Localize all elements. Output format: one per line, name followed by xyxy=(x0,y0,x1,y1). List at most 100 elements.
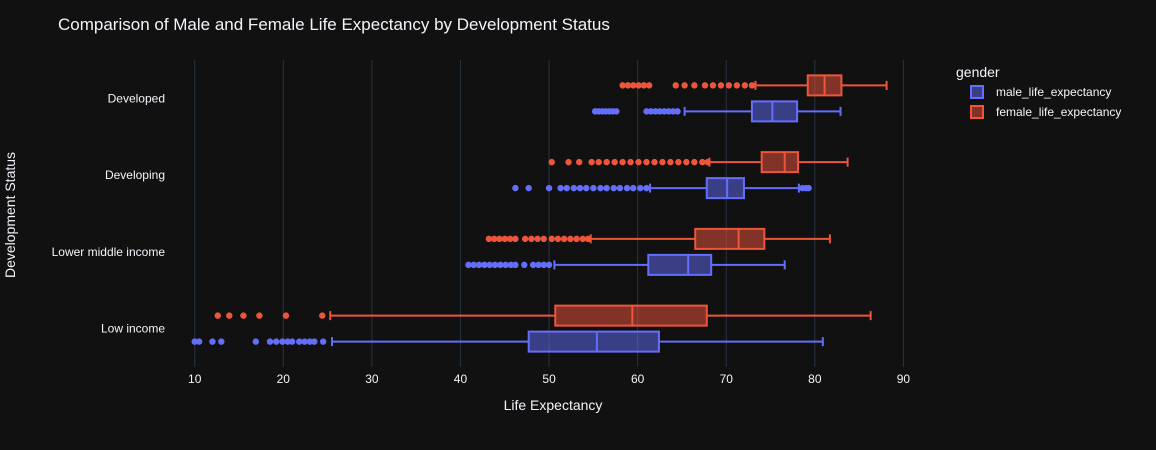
x-tick-label: 20 xyxy=(277,372,291,386)
x-tick-label: 30 xyxy=(365,372,379,386)
outlier-point xyxy=(619,158,626,166)
outlier-point xyxy=(501,235,508,243)
box-male_life_expectancy-lower-middle-income xyxy=(465,253,786,276)
outlier-point xyxy=(540,235,547,243)
outlier-point xyxy=(643,108,650,115)
box-iqr xyxy=(527,330,660,353)
outlier-point xyxy=(683,158,690,166)
outlier-point xyxy=(306,338,314,345)
box-iqr xyxy=(694,227,766,250)
outlier-point xyxy=(214,312,221,319)
legend-swatch xyxy=(970,105,984,119)
y-category-label: Developed xyxy=(108,91,165,105)
outlier-point xyxy=(311,338,318,345)
outlier-point xyxy=(497,261,504,269)
outlier-point xyxy=(502,261,509,269)
box-iqr xyxy=(705,177,745,200)
outlier-point xyxy=(301,338,308,345)
outlier-point xyxy=(643,158,650,166)
outlier-point xyxy=(563,184,570,192)
outlier-point xyxy=(534,235,541,243)
outlier-point xyxy=(209,338,216,345)
outlier-point xyxy=(669,108,677,115)
outlier-point xyxy=(597,184,604,192)
outlier-point xyxy=(218,338,225,345)
outlier-point xyxy=(741,82,749,89)
legend: gender male_life_expectancy female_life_e… xyxy=(956,64,1121,119)
y-category-label: Low income xyxy=(101,322,165,336)
outlier-point xyxy=(656,108,664,115)
outlier-point xyxy=(691,82,698,89)
outlier-point xyxy=(733,82,741,89)
outlier-point xyxy=(535,261,542,269)
box-male_life_expectancy-developing xyxy=(512,177,812,200)
outlier-point xyxy=(545,184,553,192)
y-category-label: Lower middle income xyxy=(52,245,166,259)
outlier-point xyxy=(521,261,528,269)
outlier-point xyxy=(805,184,812,192)
outlier-point xyxy=(273,338,280,345)
outlier-point xyxy=(512,184,519,192)
outlier-point xyxy=(725,82,733,89)
x-tick-label: 80 xyxy=(808,372,822,386)
outlier-point xyxy=(486,261,493,269)
legend-item-female_life_expectancy: female_life_expectancy xyxy=(970,105,1121,119)
outlier-point xyxy=(282,312,290,319)
box-iqr xyxy=(554,304,708,327)
outlier-point xyxy=(709,82,717,89)
outlier-point xyxy=(560,235,568,243)
outlier-point xyxy=(481,261,488,269)
outlier-point xyxy=(506,235,514,243)
x-tick-label: 40 xyxy=(454,372,468,386)
x-axis-title: Life Expectancy xyxy=(504,397,603,413)
outlier-point xyxy=(595,158,602,166)
outlier-point xyxy=(675,158,682,166)
outlier-point xyxy=(603,184,610,192)
x-tick-label: 50 xyxy=(542,372,556,386)
outlier-point xyxy=(565,158,572,166)
legend-swatch xyxy=(970,85,984,99)
box-female_life_expectancy-developed xyxy=(619,74,888,97)
y-axis-title: Development Status xyxy=(2,152,18,278)
outlier-point xyxy=(645,82,653,89)
y-axis-categories: Developed Developing Lower middle income Lo… xyxy=(52,91,166,335)
outlier-point xyxy=(288,338,296,345)
outlier-point xyxy=(630,184,637,192)
outlier-point xyxy=(640,82,648,89)
outlier-point xyxy=(674,108,681,115)
outlier-point xyxy=(465,261,472,269)
outlier-point xyxy=(573,235,580,243)
outlier-point xyxy=(661,108,668,115)
outlier-point xyxy=(588,158,595,166)
box-female_life_expectancy-developing xyxy=(548,151,849,174)
outlier-point xyxy=(652,108,659,115)
outlier-point xyxy=(667,158,674,166)
outlier-point xyxy=(590,184,597,192)
outlier-point xyxy=(635,158,642,166)
outlier-point xyxy=(319,312,326,319)
outlier-point xyxy=(319,338,327,345)
outlier-point xyxy=(557,184,564,192)
outlier-point xyxy=(191,338,198,345)
box-female_life_expectancy-lower-middle-income xyxy=(485,227,831,250)
outlier-point xyxy=(529,261,537,269)
outlier-point xyxy=(491,261,499,269)
outlier-point xyxy=(540,261,547,269)
outlier-point xyxy=(252,338,260,345)
legend-label: male_life_expectancy xyxy=(996,85,1111,99)
box-male_life_expectancy-developed xyxy=(591,100,842,123)
outlier-point xyxy=(490,235,498,243)
outlier-point xyxy=(643,184,650,192)
outlier-point xyxy=(226,312,233,319)
outlier-point xyxy=(521,235,529,243)
outlier-point xyxy=(240,312,247,319)
outlier-point xyxy=(637,184,644,192)
outlier-point xyxy=(681,82,688,89)
outlier-point xyxy=(619,82,626,89)
plot-area xyxy=(191,74,888,353)
box-iqr xyxy=(760,151,800,174)
legend-title: gender xyxy=(956,64,1000,80)
outlier-point xyxy=(616,184,624,192)
outlier-point xyxy=(627,158,634,166)
